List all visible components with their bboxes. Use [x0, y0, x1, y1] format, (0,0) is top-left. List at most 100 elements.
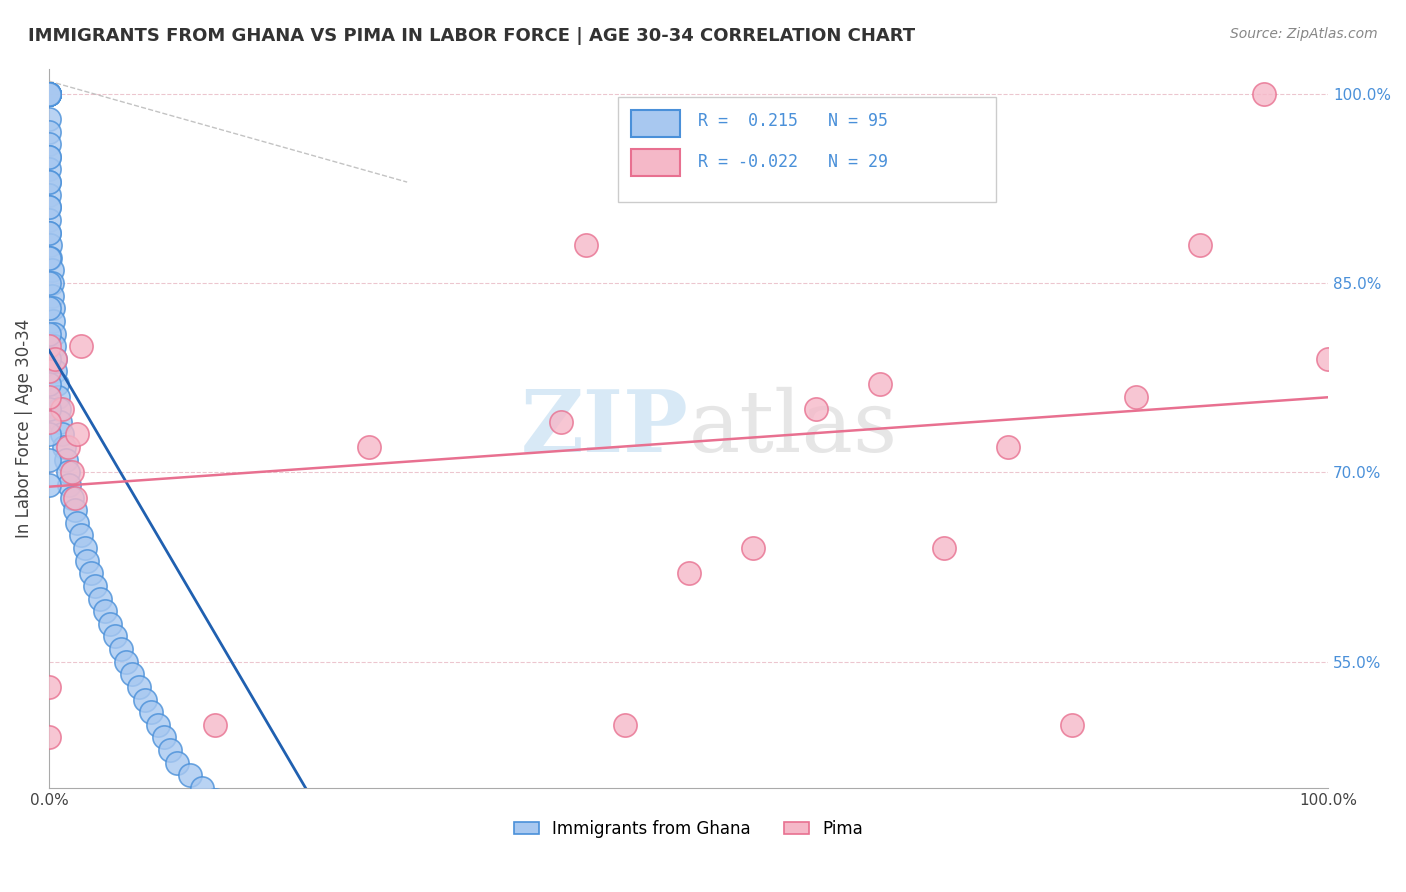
- Point: [38, 339, 60, 353]
- Legend: Immigrants from Ghana, Pima: Immigrants from Ghana, Pima: [508, 813, 870, 844]
- Point: [38, 175, 60, 189]
- Point: [159, 743, 181, 757]
- Point: [38, 187, 60, 202]
- Point: [38, 125, 60, 139]
- Point: [38, 87, 60, 101]
- Point: [41, 263, 63, 277]
- Point: [678, 566, 700, 581]
- Point: [153, 731, 176, 745]
- Point: [1189, 238, 1212, 252]
- Point: [166, 756, 188, 770]
- Point: [242, 831, 264, 846]
- Point: [70, 528, 93, 542]
- Point: [41, 276, 63, 290]
- Point: [38, 427, 60, 442]
- Point: [38, 87, 60, 101]
- Point: [1062, 717, 1084, 731]
- Point: [38, 452, 60, 467]
- Point: [179, 768, 201, 782]
- Y-axis label: In Labor Force | Age 30-34: In Labor Force | Age 30-34: [15, 318, 32, 538]
- Point: [38, 87, 60, 101]
- Point: [38, 402, 60, 417]
- Point: [45, 377, 67, 392]
- Point: [38, 112, 60, 126]
- Point: [80, 566, 103, 581]
- Point: [121, 667, 143, 681]
- Point: [741, 541, 763, 555]
- Point: [51, 427, 73, 442]
- Point: [44, 364, 66, 378]
- Point: [76, 554, 98, 568]
- Point: [38, 150, 60, 164]
- FancyBboxPatch shape: [631, 110, 679, 136]
- Point: [38, 326, 60, 341]
- Point: [104, 629, 127, 643]
- Point: [49, 415, 72, 429]
- Point: [44, 351, 66, 366]
- Point: [613, 717, 636, 731]
- Point: [38, 478, 60, 492]
- Point: [42, 314, 65, 328]
- Point: [191, 780, 214, 795]
- Text: atlas: atlas: [689, 386, 897, 470]
- Point: [84, 579, 107, 593]
- Point: [38, 680, 60, 694]
- Point: [806, 402, 828, 417]
- Point: [869, 377, 891, 392]
- Point: [1125, 390, 1147, 404]
- Point: [89, 591, 111, 606]
- Point: [51, 402, 73, 417]
- Point: [70, 339, 93, 353]
- Point: [63, 491, 86, 505]
- Point: [38, 415, 60, 429]
- Text: R =  0.215   N = 95: R = 0.215 N = 95: [697, 112, 887, 130]
- Point: [204, 717, 226, 731]
- Point: [42, 339, 65, 353]
- Point: [38, 226, 60, 240]
- Point: [38, 301, 60, 316]
- Point: [42, 301, 65, 316]
- Point: [38, 251, 60, 265]
- Point: [38, 137, 60, 152]
- Point: [66, 427, 89, 442]
- Point: [44, 351, 66, 366]
- Point: [1317, 351, 1340, 366]
- Point: [114, 655, 136, 669]
- Point: [997, 440, 1019, 454]
- Point: [39, 251, 62, 265]
- Point: [73, 541, 96, 555]
- Point: [141, 705, 163, 719]
- Point: [56, 466, 79, 480]
- Point: [63, 503, 86, 517]
- Point: [60, 491, 83, 505]
- Point: [38, 150, 60, 164]
- Point: [269, 856, 291, 871]
- Point: [58, 478, 80, 492]
- Point: [550, 415, 572, 429]
- FancyBboxPatch shape: [619, 97, 995, 202]
- Point: [38, 87, 60, 101]
- Point: [575, 238, 598, 252]
- Point: [55, 452, 77, 467]
- Point: [229, 819, 252, 833]
- Point: [53, 440, 76, 454]
- Point: [42, 326, 65, 341]
- Text: R = -0.022   N = 29: R = -0.022 N = 29: [697, 153, 887, 171]
- Point: [38, 175, 60, 189]
- Point: [254, 844, 277, 858]
- Point: [294, 881, 316, 892]
- Point: [66, 516, 89, 530]
- Point: [134, 692, 156, 706]
- Point: [38, 377, 60, 392]
- Point: [48, 402, 70, 417]
- Point: [38, 731, 60, 745]
- Point: [38, 200, 60, 214]
- Point: [38, 87, 60, 101]
- Point: [217, 806, 239, 821]
- Point: [38, 87, 60, 101]
- Point: [39, 238, 62, 252]
- Point: [56, 440, 79, 454]
- Text: ZIP: ZIP: [520, 386, 689, 470]
- Point: [94, 604, 117, 618]
- Point: [41, 288, 63, 302]
